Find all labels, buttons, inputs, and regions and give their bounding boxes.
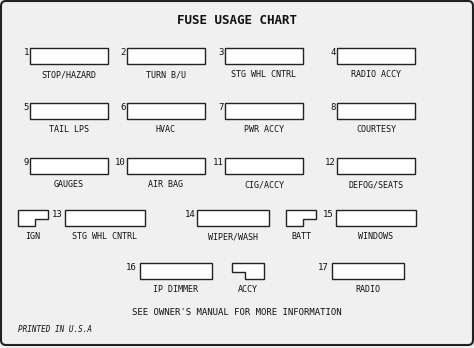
Bar xyxy=(337,48,415,64)
Bar xyxy=(225,103,303,119)
Text: DEFOG/SEATS: DEFOG/SEATS xyxy=(348,180,403,189)
Text: BATT: BATT xyxy=(291,232,311,241)
Bar xyxy=(30,158,108,174)
Text: 10: 10 xyxy=(115,158,126,167)
Text: AIR BAG: AIR BAG xyxy=(148,180,183,189)
Text: CIG/ACCY: CIG/ACCY xyxy=(244,180,284,189)
Text: SEE OWNER'S MANUAL FOR MORE INFORMATION: SEE OWNER'S MANUAL FOR MORE INFORMATION xyxy=(132,308,342,317)
Bar xyxy=(225,158,303,174)
Text: 12: 12 xyxy=(325,158,336,167)
Text: 9: 9 xyxy=(24,158,29,167)
Text: STG WHL CNTRL: STG WHL CNTRL xyxy=(73,232,137,241)
Text: STG WHL CNTRL: STG WHL CNTRL xyxy=(231,70,297,79)
Text: WINDOWS: WINDOWS xyxy=(358,232,393,241)
Text: 15: 15 xyxy=(323,210,334,219)
Polygon shape xyxy=(286,210,316,226)
Text: 17: 17 xyxy=(318,263,329,272)
Polygon shape xyxy=(18,210,48,226)
Bar xyxy=(332,263,404,279)
Text: FUSE USAGE CHART: FUSE USAGE CHART xyxy=(177,14,297,26)
Text: PWR ACCY: PWR ACCY xyxy=(244,125,284,134)
Text: IGN: IGN xyxy=(26,232,40,241)
Text: 4: 4 xyxy=(331,48,336,57)
Text: TURN B/U: TURN B/U xyxy=(146,70,186,79)
Text: ACCY: ACCY xyxy=(238,285,258,294)
Text: GAUGES: GAUGES xyxy=(54,180,84,189)
Text: 16: 16 xyxy=(126,263,137,272)
Text: TAIL LPS: TAIL LPS xyxy=(49,125,89,134)
Bar xyxy=(127,48,205,64)
Text: 2: 2 xyxy=(120,48,126,57)
Bar xyxy=(65,210,145,226)
Text: STOP/HAZARD: STOP/HAZARD xyxy=(42,70,97,79)
Text: WIPER/WASH: WIPER/WASH xyxy=(208,232,258,241)
Text: 3: 3 xyxy=(219,48,224,57)
Bar xyxy=(337,158,415,174)
Bar xyxy=(30,103,108,119)
Text: 11: 11 xyxy=(213,158,224,167)
Text: 8: 8 xyxy=(331,103,336,112)
Bar xyxy=(140,263,212,279)
Text: HVAC: HVAC xyxy=(156,125,176,134)
Text: PRINTED IN U.S.A: PRINTED IN U.S.A xyxy=(18,325,92,334)
Bar xyxy=(336,210,416,226)
Text: 6: 6 xyxy=(120,103,126,112)
Bar xyxy=(225,48,303,64)
Polygon shape xyxy=(232,263,264,279)
Text: 1: 1 xyxy=(24,48,29,57)
Bar xyxy=(30,48,108,64)
Text: 5: 5 xyxy=(24,103,29,112)
Text: 14: 14 xyxy=(185,210,196,219)
Text: 13: 13 xyxy=(52,210,63,219)
Bar xyxy=(127,158,205,174)
Bar xyxy=(127,103,205,119)
Text: COURTESY: COURTESY xyxy=(356,125,396,134)
Bar xyxy=(337,103,415,119)
Text: RADIO ACCY: RADIO ACCY xyxy=(351,70,401,79)
Text: 7: 7 xyxy=(219,103,224,112)
Bar xyxy=(197,210,269,226)
Text: IP DIMMER: IP DIMMER xyxy=(154,285,199,294)
Text: RADIO: RADIO xyxy=(356,285,381,294)
